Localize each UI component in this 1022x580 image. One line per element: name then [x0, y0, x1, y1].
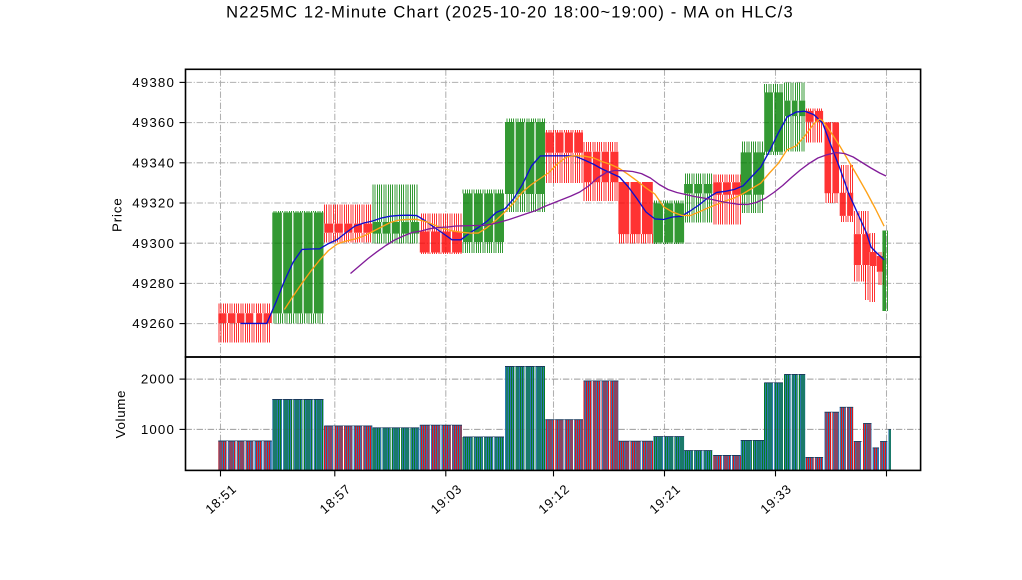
svg-text:49320: 49320 — [132, 196, 175, 211]
svg-text:2000: 2000 — [141, 372, 175, 387]
svg-text:Price: Price — [110, 197, 125, 232]
svg-text:49360: 49360 — [132, 115, 175, 130]
svg-text:49260: 49260 — [132, 316, 175, 331]
svg-text:N225MC 12-Minute Chart (2025-1: N225MC 12-Minute Chart (2025-10-20 18:00… — [226, 4, 794, 22]
svg-text:49300: 49300 — [132, 236, 175, 251]
svg-text:1000: 1000 — [141, 422, 175, 437]
svg-text:Volume: Volume — [113, 390, 128, 439]
svg-text:49340: 49340 — [132, 155, 175, 170]
svg-text:49280: 49280 — [132, 276, 175, 291]
svg-text:49380: 49380 — [132, 75, 175, 90]
